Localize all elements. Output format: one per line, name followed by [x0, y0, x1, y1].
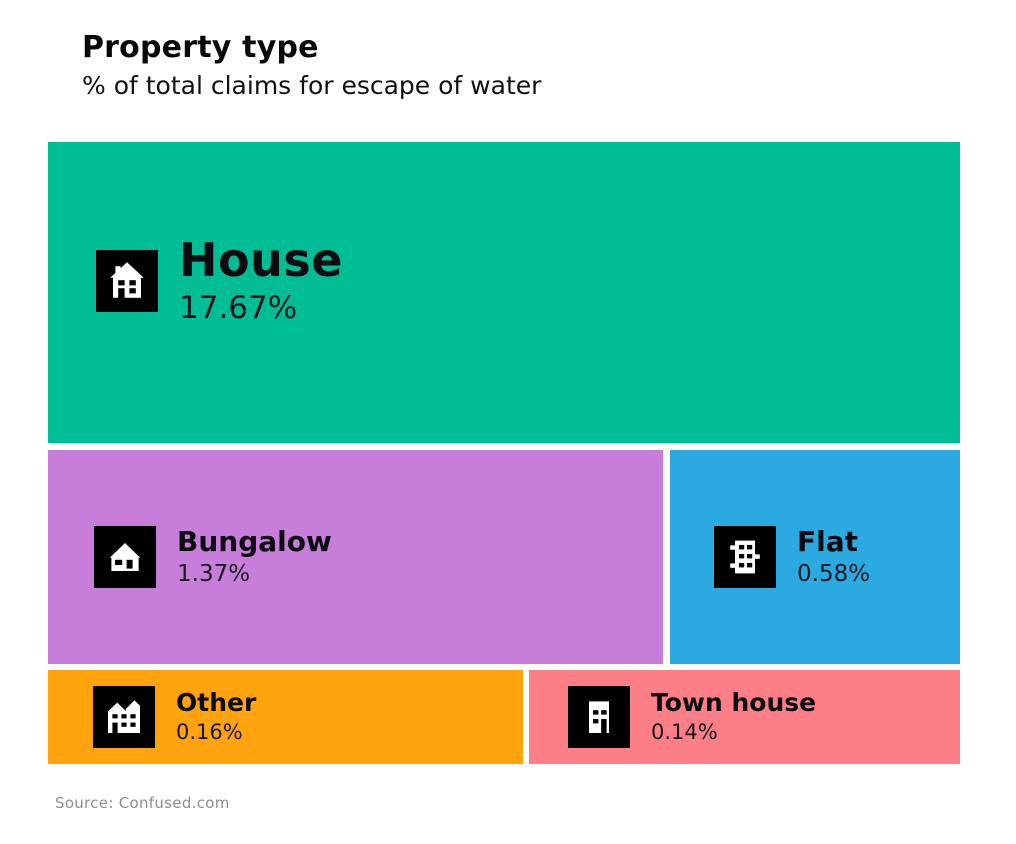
chart-header: Property type % of total claims for esca… [82, 30, 541, 100]
tile-label: Other [176, 687, 257, 717]
treemap-tile-house: House 17.67% [48, 142, 960, 443]
treemap-chart: House 17.67% Bungalow 1.37% [48, 142, 960, 764]
tile-label: Flat [797, 524, 859, 558]
bungalow-icon [94, 526, 156, 588]
treemap-tile-other: Other 0.16% [48, 670, 523, 764]
treemap-tile-bungalow: Bungalow 1.37% [48, 450, 663, 664]
page-subtitle: % of total claims for escape of water [82, 71, 542, 100]
treemap-tile-townhouse: Town house 0.14% [529, 670, 960, 764]
tile-label: Town house [651, 687, 817, 717]
tile-value: 0.14% [651, 719, 718, 744]
page-title: Property type [82, 30, 319, 65]
tile-value: 1.37% [177, 560, 251, 587]
treemap-tile-flat: Flat 0.58% [670, 450, 960, 664]
townhouse-icon [568, 686, 630, 748]
tile-label: House [179, 233, 343, 287]
tile-value: 0.16% [176, 719, 243, 744]
source-text: Source: Confused.com [55, 794, 230, 812]
house-icon [96, 249, 158, 312]
tile-value: 0.58% [797, 560, 871, 587]
tile-value: 17.67% [179, 289, 298, 326]
other-icon [93, 686, 155, 748]
flat-icon [714, 526, 776, 588]
tile-label: Bungalow [177, 524, 332, 558]
